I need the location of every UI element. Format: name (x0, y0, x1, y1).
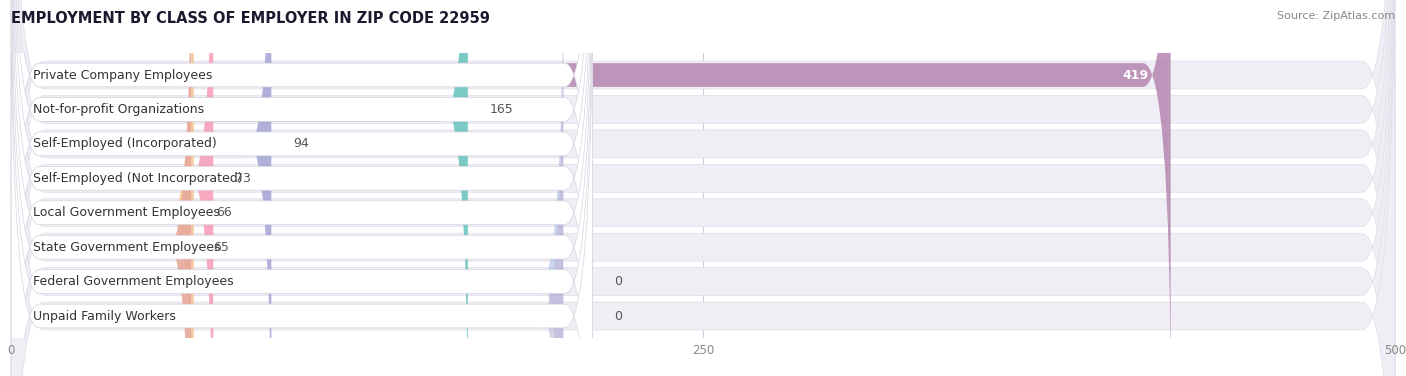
FancyBboxPatch shape (11, 0, 1395, 376)
FancyBboxPatch shape (11, 0, 592, 376)
FancyBboxPatch shape (11, 0, 592, 376)
FancyBboxPatch shape (11, 0, 1395, 376)
FancyBboxPatch shape (11, 0, 592, 376)
FancyBboxPatch shape (11, 0, 564, 376)
FancyBboxPatch shape (11, 0, 1395, 376)
Text: Source: ZipAtlas.com: Source: ZipAtlas.com (1277, 11, 1395, 21)
FancyBboxPatch shape (11, 0, 592, 376)
Text: EMPLOYMENT BY CLASS OF EMPLOYER IN ZIP CODE 22959: EMPLOYMENT BY CLASS OF EMPLOYER IN ZIP C… (11, 11, 491, 26)
FancyBboxPatch shape (11, 0, 1395, 376)
Text: 66: 66 (217, 206, 232, 219)
FancyBboxPatch shape (11, 0, 468, 376)
Text: 65: 65 (214, 241, 229, 254)
Text: 419: 419 (1122, 68, 1149, 82)
FancyBboxPatch shape (11, 0, 1171, 376)
FancyBboxPatch shape (11, 0, 592, 376)
Text: Federal Government Employees: Federal Government Employees (34, 275, 233, 288)
Text: Self-Employed (Incorporated): Self-Employed (Incorporated) (34, 137, 217, 150)
Text: Unpaid Family Workers: Unpaid Family Workers (34, 309, 176, 323)
FancyBboxPatch shape (11, 0, 1395, 376)
Text: 165: 165 (489, 103, 513, 116)
FancyBboxPatch shape (11, 0, 214, 376)
Text: State Government Employees: State Government Employees (34, 241, 221, 254)
FancyBboxPatch shape (11, 0, 564, 376)
Text: Private Company Employees: Private Company Employees (34, 68, 212, 82)
Text: 73: 73 (235, 172, 252, 185)
Text: Not-for-profit Organizations: Not-for-profit Organizations (34, 103, 204, 116)
FancyBboxPatch shape (11, 0, 191, 376)
FancyBboxPatch shape (11, 0, 592, 376)
FancyBboxPatch shape (11, 0, 1395, 376)
FancyBboxPatch shape (11, 0, 592, 376)
FancyBboxPatch shape (11, 0, 1395, 376)
Text: 94: 94 (294, 137, 309, 150)
Text: Self-Employed (Not Incorporated): Self-Employed (Not Incorporated) (34, 172, 243, 185)
FancyBboxPatch shape (11, 0, 1395, 376)
Text: 0: 0 (614, 309, 623, 323)
FancyBboxPatch shape (11, 0, 194, 376)
Text: Local Government Employees: Local Government Employees (34, 206, 221, 219)
FancyBboxPatch shape (11, 0, 271, 376)
Text: 0: 0 (614, 275, 623, 288)
FancyBboxPatch shape (11, 0, 592, 376)
